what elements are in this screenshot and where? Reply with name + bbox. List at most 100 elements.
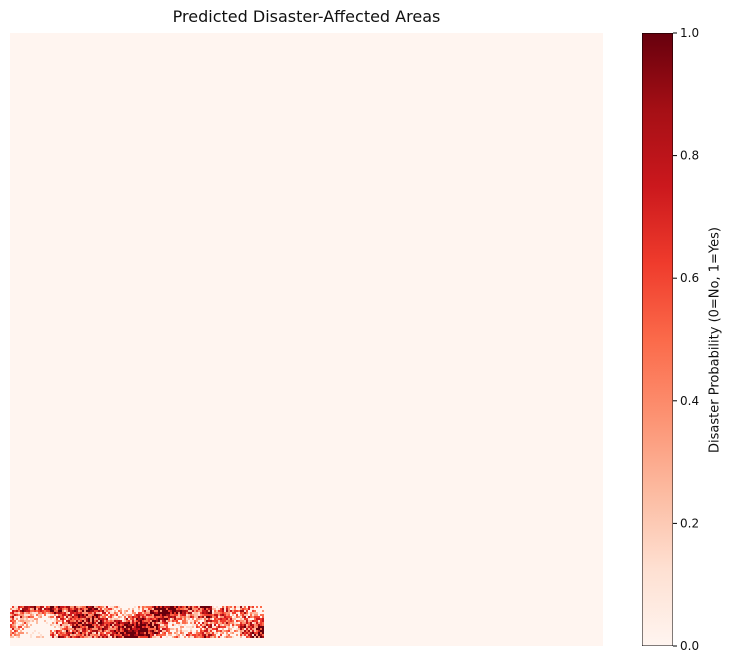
heatmap-cell bbox=[92, 618, 94, 620]
heatmap-cell bbox=[242, 620, 244, 622]
heatmap-cell bbox=[60, 620, 62, 622]
heatmap-cell bbox=[34, 606, 36, 608]
heatmap-cell bbox=[222, 606, 224, 608]
heatmap-cell bbox=[46, 616, 48, 618]
heatmap-cell bbox=[252, 626, 254, 628]
heatmap-cell bbox=[196, 632, 198, 634]
heatmap-cell bbox=[160, 606, 162, 608]
heatmap-cell bbox=[78, 626, 80, 628]
heatmap-cell bbox=[142, 632, 144, 634]
heatmap-cell bbox=[52, 620, 54, 622]
heatmap-cell bbox=[218, 610, 220, 612]
heatmap-cell bbox=[42, 612, 44, 614]
heatmap-cell bbox=[26, 624, 28, 626]
heatmap-cell bbox=[198, 614, 200, 616]
heatmap-cell bbox=[112, 608, 114, 610]
heatmap-cell bbox=[80, 634, 82, 636]
heatmap-cell bbox=[122, 610, 124, 612]
heatmap-cell bbox=[78, 624, 80, 626]
heatmap-cell bbox=[218, 634, 220, 636]
heatmap-cell bbox=[84, 608, 86, 610]
heatmap-cell bbox=[24, 632, 26, 634]
heatmap-cell bbox=[202, 616, 204, 618]
heatmap-cell bbox=[206, 610, 208, 612]
heatmap-cell bbox=[252, 630, 254, 632]
heatmap-cell bbox=[138, 620, 140, 622]
heatmap-cell bbox=[18, 618, 20, 620]
heatmap-cell bbox=[168, 636, 170, 638]
heatmap-cell bbox=[246, 622, 248, 624]
heatmap-cell bbox=[90, 636, 92, 638]
heatmap-cell bbox=[200, 636, 202, 638]
heatmap-cell bbox=[190, 630, 192, 632]
heatmap-cell bbox=[54, 610, 56, 612]
heatmap-cell bbox=[228, 628, 230, 630]
heatmap-cell bbox=[206, 616, 208, 618]
heatmap-cell bbox=[44, 624, 46, 626]
heatmap-cell bbox=[208, 624, 210, 626]
heatmap-cell bbox=[120, 630, 122, 632]
heatmap-cell bbox=[190, 618, 192, 620]
heatmap-cell bbox=[18, 630, 20, 632]
heatmap-cell bbox=[122, 612, 124, 614]
heatmap-cell bbox=[104, 630, 106, 632]
heatmap-cell bbox=[90, 634, 92, 636]
heatmap-cell bbox=[164, 634, 166, 636]
heatmap-cell bbox=[44, 634, 46, 636]
heatmap-cell bbox=[252, 632, 254, 634]
heatmap-cell bbox=[232, 606, 234, 608]
heatmap-cell bbox=[210, 608, 212, 610]
heatmap-cell bbox=[112, 618, 114, 620]
heatmap-cell bbox=[98, 636, 100, 638]
heatmap-cell bbox=[218, 628, 220, 630]
heatmap-cell bbox=[60, 616, 62, 618]
heatmap-cell bbox=[148, 614, 150, 616]
heatmap-cell bbox=[98, 632, 100, 634]
heatmap-cell bbox=[118, 624, 120, 626]
heatmap-cell bbox=[12, 620, 14, 622]
heatmap-cell bbox=[174, 622, 176, 624]
heatmap-cell bbox=[108, 630, 110, 632]
heatmap-cell bbox=[254, 608, 256, 610]
heatmap-cell bbox=[150, 632, 152, 634]
heatmap-cell bbox=[226, 618, 228, 620]
heatmap-cell bbox=[166, 618, 168, 620]
heatmap-cell bbox=[64, 630, 66, 632]
heatmap-cell bbox=[254, 626, 256, 628]
heatmap-cell bbox=[108, 632, 110, 634]
heatmap-cell bbox=[216, 636, 218, 638]
heatmap-cell bbox=[96, 632, 98, 634]
heatmap-cell bbox=[52, 632, 54, 634]
heatmap-cell bbox=[152, 624, 154, 626]
heatmap-cell bbox=[260, 616, 262, 618]
heatmap-cell bbox=[176, 606, 178, 608]
heatmap-cell bbox=[54, 626, 56, 628]
heatmap-cell bbox=[144, 622, 146, 624]
heatmap-cell bbox=[112, 634, 114, 636]
heatmap-cell bbox=[252, 620, 254, 622]
heatmap-cell bbox=[130, 624, 132, 626]
heatmap-cell bbox=[12, 622, 14, 624]
heatmap-cell bbox=[58, 624, 60, 626]
heatmap-cell bbox=[238, 608, 240, 610]
heatmap-cell bbox=[80, 614, 82, 616]
heatmap-cell bbox=[220, 616, 222, 618]
heatmap-cell bbox=[182, 618, 184, 620]
heatmap-cell bbox=[104, 634, 106, 636]
heatmap-cell bbox=[186, 632, 188, 634]
heatmap-cell bbox=[18, 624, 20, 626]
heatmap-cell bbox=[148, 612, 150, 614]
heatmap-cell bbox=[134, 610, 136, 612]
heatmap-cell bbox=[34, 628, 36, 630]
heatmap-cell bbox=[182, 632, 184, 634]
heatmap-cell bbox=[96, 620, 98, 622]
heatmap-cell bbox=[104, 632, 106, 634]
heatmap-cell bbox=[84, 606, 86, 608]
heatmap-cell bbox=[208, 620, 210, 622]
heatmap-cell bbox=[80, 622, 82, 624]
heatmap-cell bbox=[28, 606, 30, 608]
heatmap-cell bbox=[212, 606, 214, 608]
heatmap-cell bbox=[166, 606, 168, 608]
heatmap-cell bbox=[112, 626, 114, 628]
colorbar-tick-label: 0.0 bbox=[680, 639, 699, 653]
